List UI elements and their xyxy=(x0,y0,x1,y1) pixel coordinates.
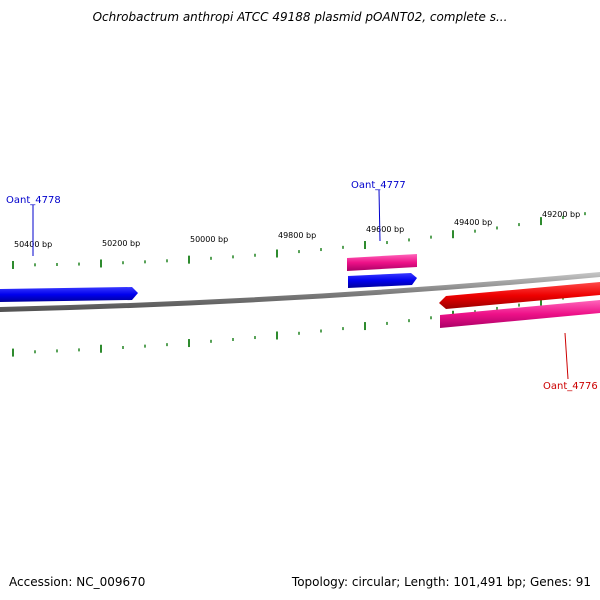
gene-feature-oant-4778[interactable] xyxy=(0,287,138,302)
accession-info: Accession: NC_009670 xyxy=(9,575,146,589)
gene-label-oant-4778[interactable]: Oant_4778 xyxy=(6,195,61,206)
gene-label-oant-4776[interactable]: Oant_4776 xyxy=(543,381,598,392)
map-title: Ochrobactrum anthropi ATCC 49188 plasmid… xyxy=(92,10,508,24)
gene-feature-oant-4776[interactable] xyxy=(439,282,600,309)
scale-label-49400: 49400 bp xyxy=(454,218,492,227)
scale-label-49600: 49600 bp xyxy=(366,225,404,234)
gene-feature-oant-4777[interactable] xyxy=(348,273,417,288)
scale-label-50200: 50200 bp xyxy=(102,239,140,248)
label-leader-oant-4777 xyxy=(378,189,381,242)
scale-label-50000: 50000 bp xyxy=(190,235,228,244)
outer-scale-ticks xyxy=(12,212,586,269)
gene-label-oant-4777[interactable]: Oant_4777 xyxy=(351,180,406,191)
label-leader-oant-4776 xyxy=(564,332,569,380)
topology-info: Topology: circular; Length: 101,491 bp; … xyxy=(291,575,591,589)
scale-label-49800: 49800 bp xyxy=(278,231,316,240)
plasmid-backbone xyxy=(0,272,600,312)
rna-feature-oant-4776[interactable] xyxy=(440,300,600,328)
scale-label-49200: 49200 bp xyxy=(542,210,580,219)
rna-feature-oant-4777[interactable] xyxy=(347,254,417,271)
